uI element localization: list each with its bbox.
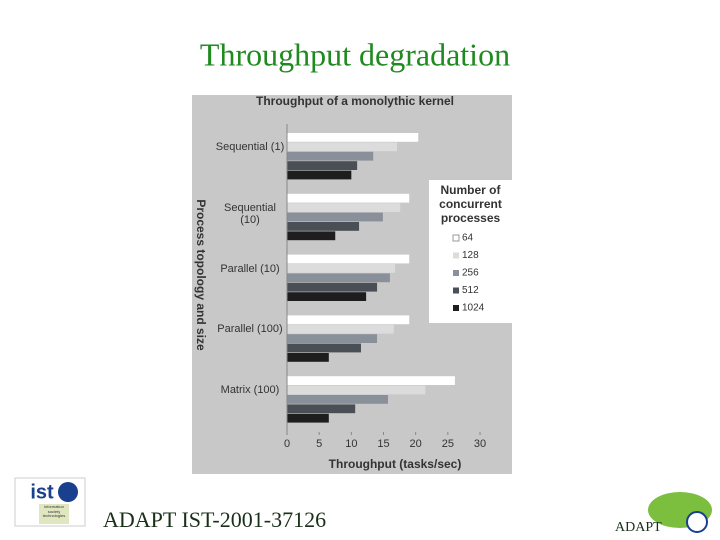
y-tick-label: Sequential (10) — [224, 201, 276, 227]
x-axis-title: Throughput (tasks/sec) — [329, 457, 462, 471]
category-label-box: Sequential (10) — [224, 201, 276, 227]
bar — [287, 254, 410, 264]
bar — [287, 292, 367, 301]
x-tick-label: 30 — [474, 438, 486, 450]
legend-swatch — [453, 287, 459, 294]
legend-label: 128 — [462, 250, 479, 261]
at-sign — [686, 511, 708, 533]
bar — [287, 222, 360, 231]
logo-text: ist — [30, 481, 54, 503]
bar — [287, 273, 390, 283]
bar — [287, 395, 389, 404]
x-tick-label: 15 — [377, 438, 389, 450]
x-tick-label: 5 — [316, 438, 322, 450]
category-label-box: Sequential (1) — [215, 141, 285, 153]
bar — [287, 343, 361, 353]
category-label-box: Parallel (10) — [220, 262, 280, 275]
y-tick-label: Parallel (10) — [220, 262, 280, 275]
legend-box — [429, 180, 512, 323]
bar — [287, 264, 396, 273]
slide-title: Throughput degradation — [200, 36, 510, 72]
x-tick-label: 10 — [345, 438, 357, 450]
bar — [287, 170, 352, 180]
legend-title: Number of concurrent processes — [439, 184, 502, 225]
bar — [287, 133, 419, 142]
legend-label: 512 — [462, 285, 479, 296]
y-tick-label: Parallel (100) — [217, 323, 283, 336]
bar — [287, 193, 410, 203]
bar — [287, 315, 410, 325]
bar — [287, 385, 426, 395]
legend-label: 256 — [462, 268, 479, 279]
bar — [287, 376, 455, 385]
bar — [287, 151, 374, 161]
bar — [287, 161, 358, 170]
footer-left: ADAPT IST-2001-37126 — [103, 507, 326, 532]
category-label-box: Matrix (100) — [220, 384, 280, 397]
bar — [287, 334, 378, 343]
bar — [287, 142, 398, 152]
legend-title-box: Number of concurrent processes — [439, 184, 502, 225]
legend-label: 64 — [462, 233, 474, 244]
x-tick-label: 0 — [284, 438, 290, 450]
bar — [287, 324, 394, 334]
footer-right: ADAPT — [615, 520, 662, 535]
bar — [287, 231, 336, 241]
legend-swatch — [453, 270, 459, 276]
bar — [287, 353, 329, 362]
chart-title: Throughput of a monolythic kernel — [256, 94, 454, 108]
x-tick-label: 20 — [410, 438, 422, 450]
y-tick-label: Matrix (100) — [220, 384, 280, 397]
category-label-box: Parallel (100) — [217, 323, 283, 336]
bar — [287, 404, 356, 414]
y-tick-label: Sequential (1) — [215, 141, 285, 153]
legend-swatch — [452, 234, 460, 242]
legend-swatch — [453, 305, 459, 311]
bar — [287, 282, 378, 292]
bar — [287, 212, 383, 222]
logo-caption-wrap: information society technologies — [42, 505, 66, 519]
y-axis-title: Process topology and size — [194, 199, 208, 351]
logo-caption-box — [39, 504, 69, 524]
bar — [287, 413, 329, 423]
logo-caption: information society technologies — [42, 505, 66, 519]
logo-globe — [58, 482, 78, 502]
bar — [287, 203, 401, 212]
legend-label: 1024 — [462, 303, 485, 314]
legend-swatch — [453, 252, 459, 259]
x-tick-label: 25 — [442, 438, 454, 450]
